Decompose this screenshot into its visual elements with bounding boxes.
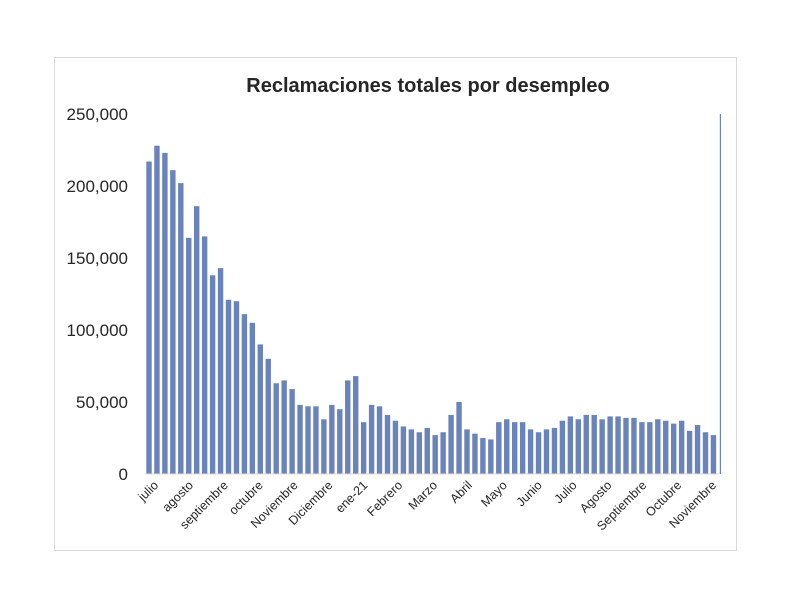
x-tick-label: Junio: [514, 478, 545, 509]
y-tick-label: 150,000: [67, 249, 128, 268]
x-tick-label: Mayo: [478, 478, 510, 510]
bars: [146, 114, 722, 474]
bar: [329, 404, 335, 474]
bar: [265, 358, 271, 474]
y-tick-label: 100,000: [67, 321, 128, 340]
bar: [376, 406, 383, 474]
bar: [639, 422, 645, 474]
bar: [472, 433, 478, 474]
bar: [225, 299, 232, 474]
bar: [519, 422, 526, 474]
bar: [686, 430, 693, 474]
x-tick-label: Febrero: [364, 478, 405, 519]
bar: [678, 420, 685, 474]
bar: [313, 406, 319, 474]
bar: [241, 314, 248, 474]
bar: [567, 416, 574, 474]
y-tick-label: 0: [119, 465, 128, 484]
y-tick-label: 250,000: [67, 105, 128, 124]
bar: [559, 420, 566, 474]
bar: [178, 183, 184, 474]
bar: [432, 435, 438, 474]
bar: [504, 419, 510, 474]
bar: [615, 416, 621, 474]
bar: [535, 432, 542, 474]
bar: [233, 301, 240, 474]
bar: [194, 206, 200, 474]
bar: [440, 432, 446, 474]
bar: [289, 389, 295, 474]
bar: [353, 376, 359, 474]
bar: [456, 402, 462, 474]
bar: [702, 432, 709, 474]
bar: [464, 429, 470, 474]
bar: [591, 414, 597, 474]
bar: [551, 427, 558, 474]
bar: [480, 438, 486, 474]
bar: [201, 236, 208, 474]
bar: [663, 420, 669, 474]
bar: [321, 419, 327, 474]
bar: [154, 145, 160, 474]
x-tick-label: Abril: [447, 478, 475, 506]
y-tick-label: 50,000: [76, 393, 128, 412]
bar: [655, 419, 661, 474]
x-axis: julioagostoseptiembreoctubreNoviembreDic…: [135, 478, 719, 533]
bar: [543, 429, 550, 474]
bar: [631, 417, 637, 474]
bar: [694, 425, 701, 474]
bar: [305, 406, 311, 474]
bar: [384, 414, 391, 474]
bar: [360, 422, 367, 474]
bar: [249, 322, 256, 474]
x-tick-label: julio: [135, 478, 161, 504]
y-axis: 0 50,000 100,000 150,000 200,000 250,000: [67, 105, 128, 484]
bar: [146, 161, 152, 474]
chart-svg: Reclamaciones totales por desempleo 0 50,…: [67, 75, 722, 533]
bar: [368, 404, 375, 474]
bar: [281, 380, 287, 474]
bar: [273, 383, 279, 474]
bar: [647, 422, 653, 474]
chart-title: Reclamaciones totales por desempleo: [246, 75, 609, 97]
bar: [337, 409, 343, 474]
bar: [209, 275, 216, 474]
bar: [710, 435, 717, 474]
bar: [186, 237, 192, 474]
bar: [162, 152, 168, 474]
bar: [623, 417, 629, 474]
y-tick-label: 200,000: [67, 177, 128, 196]
bar: [170, 170, 176, 474]
bar: [217, 268, 224, 474]
chart-area: Reclamaciones totales por desempleo 0 50,…: [54, 57, 737, 551]
bar: [607, 416, 613, 474]
x-tick-label: Julio: [552, 478, 580, 506]
bar: [527, 429, 534, 474]
bar: [512, 422, 518, 474]
bar: [671, 423, 677, 474]
bar: [583, 414, 589, 474]
bar: [496, 422, 502, 474]
bar: [488, 439, 494, 474]
bar: [416, 432, 422, 474]
bar: [575, 419, 581, 474]
bar: [424, 427, 430, 474]
bar: [345, 380, 351, 474]
x-tick-label: Marzo: [406, 478, 440, 512]
bar: [599, 419, 605, 474]
bar: [297, 404, 303, 474]
bar: [400, 426, 407, 474]
bar: [392, 420, 399, 474]
bar: [448, 414, 454, 474]
bar: [257, 344, 263, 474]
bar: [408, 429, 415, 474]
